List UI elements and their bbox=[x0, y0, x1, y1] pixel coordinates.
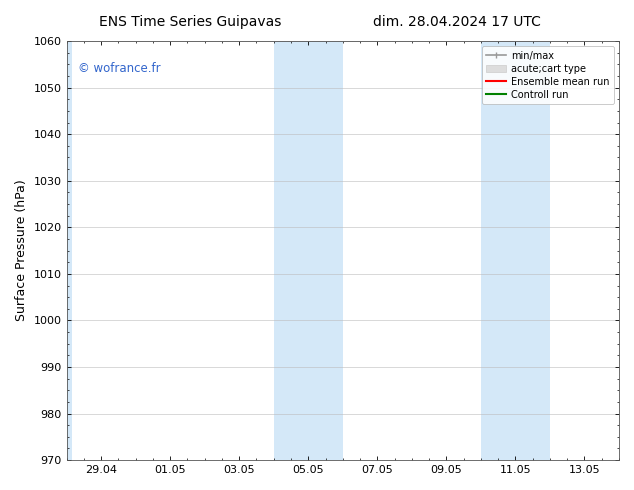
Bar bbox=[481, 41, 550, 460]
Bar bbox=[274, 41, 343, 460]
Text: ENS Time Series Guipavas: ENS Time Series Guipavas bbox=[99, 15, 281, 29]
Legend: min/max, acute;cart type, Ensemble mean run, Controll run: min/max, acute;cart type, Ensemble mean … bbox=[482, 46, 614, 104]
Y-axis label: Surface Pressure (hPa): Surface Pressure (hPa) bbox=[15, 180, 28, 321]
Text: dim. 28.04.2024 17 UTC: dim. 28.04.2024 17 UTC bbox=[373, 15, 540, 29]
Bar bbox=[67, 41, 72, 460]
Text: © wofrance.fr: © wofrance.fr bbox=[77, 62, 160, 75]
